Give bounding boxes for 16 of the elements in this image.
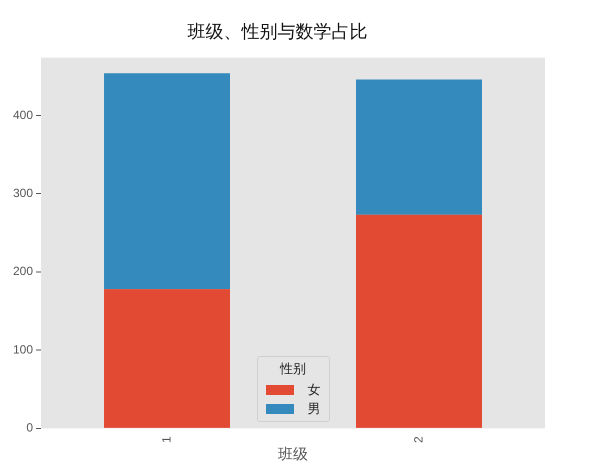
chart-title: 班级、性别与数学占比	[188, 21, 368, 42]
bar	[356, 80, 482, 215]
bar	[104, 289, 230, 428]
x-tick-label: 2	[411, 436, 426, 444]
legend-label: 男	[308, 400, 320, 418]
bar	[356, 214, 482, 428]
y-tick-label: 300	[12, 186, 34, 200]
y-tick-label: 0	[26, 420, 34, 435]
y-tick-label: 100	[12, 342, 34, 356]
x-axis-title: 班级	[278, 446, 308, 464]
y-tick-label: 200	[12, 264, 34, 278]
legend-title: 性别	[278, 361, 307, 378]
y-tick-label: 400	[12, 108, 34, 122]
legend-label: 女	[308, 382, 320, 399]
x-tick-label: 1	[159, 436, 174, 444]
bar	[104, 73, 230, 290]
